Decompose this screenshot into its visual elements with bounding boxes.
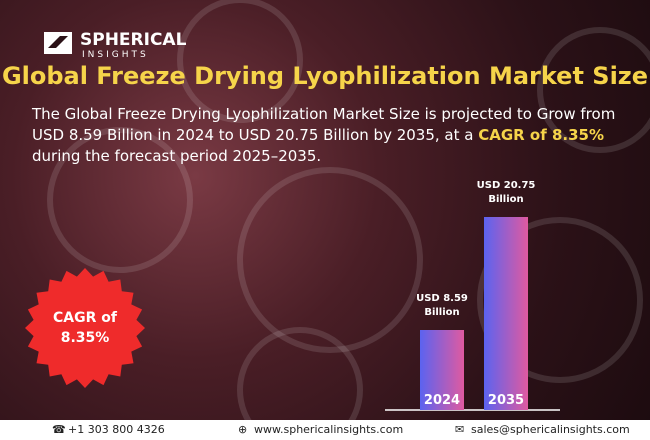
title: Global Freeze Drying Lyophilization Mark… [1,62,649,90]
bar [420,330,464,410]
description-text: The Global Freeze Drying Lyophilization … [32,105,616,144]
badge-text: CAGR of 8.35% [53,310,117,346]
value-label: USD 20.75 Billion [476,180,536,205]
mail-icon: ✉ [455,423,465,436]
email: sales@sphericalinsights.com [471,423,630,436]
chart: USD 8.59 Billion 2024 USD 20.75 Billion 203… [416,180,536,410]
phone: +1 303 800 4326 [68,423,165,436]
web-icon: ⊕ [238,423,248,436]
brand-name: SPHERICAL [80,30,187,50]
logo-icon [44,32,72,54]
category-label: 2035 [487,393,525,408]
description-highlight: CAGR of 8.35% [478,126,605,144]
phone-icon: ☎ [52,423,66,436]
bar [484,217,528,410]
description-text: during the forecast period 2025–2035. [32,147,322,165]
website: www.sphericalinsights.com [254,423,404,436]
footer: ☎ +1 303 800 4326 ⊕ www.sphericalinsight… [0,420,650,440]
category-label: 2024 [423,393,461,408]
badge-shape [25,268,145,388]
description: The Global Freeze Drying Lyophilization … [32,104,627,167]
value-label: USD 8.59 Billion [416,293,468,319]
brand-tagline: INSIGHTS [82,50,149,60]
